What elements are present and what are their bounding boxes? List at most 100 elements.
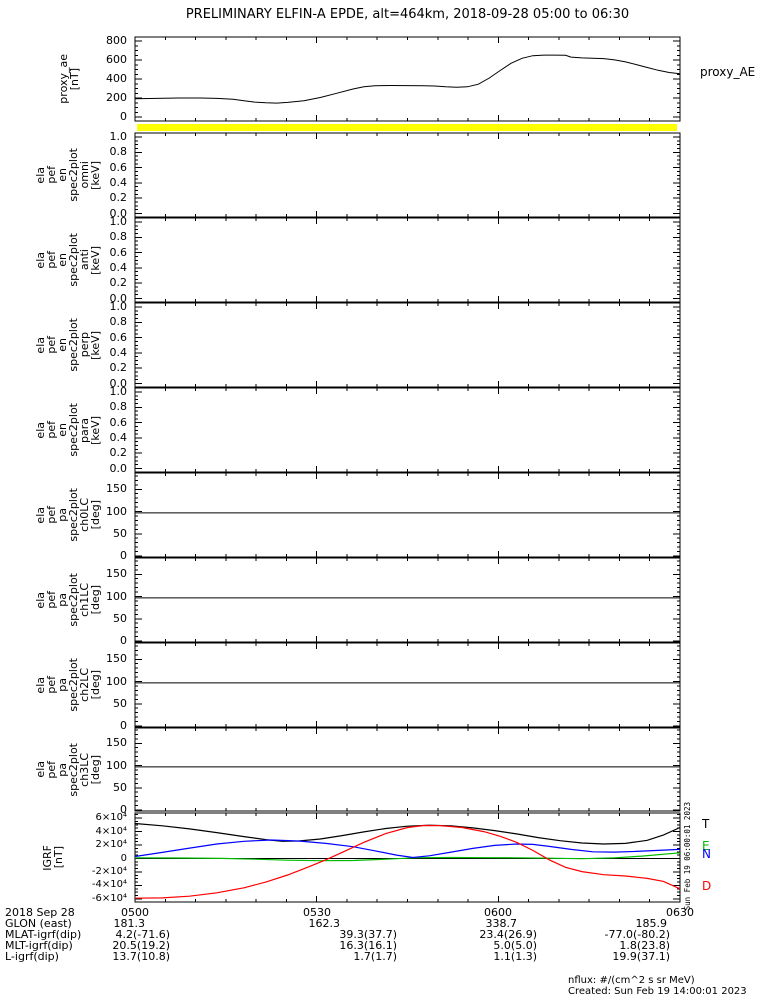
legend-igrf-d: D [702,879,712,893]
y-tick-label: -2×10⁴ [91,866,127,877]
footer-value: 19.9(37.1) [612,950,670,963]
y-tick-label: 0.0 [109,462,128,475]
y-tick-label: 0.0 [109,377,128,390]
panel-box-ela_pef_pa_spec2plot_ch1LC [134,557,681,643]
y-axis-label: [deg] [89,500,102,530]
footer-value: 4.2(-71.6) [115,928,170,941]
legend-igrf-n: N [702,847,711,861]
y-tick-label: 200 [106,91,127,104]
y-tick-label: 150 [106,736,127,749]
y-tick-label: 100 [106,590,127,603]
y-tick-label: 0.8 [109,145,128,158]
y-tick-label: 800 [106,34,127,47]
y-axis-label: [keV] [89,330,102,360]
fast-science-bar [137,124,677,131]
footer-value: 23.4(26.9) [479,928,537,941]
y-tick-label: 0.2 [109,361,128,374]
y-tick-label: 0.4 [109,431,128,444]
footer-value: 13.7(10.8) [112,950,170,963]
y-axis-label: [nT] [68,67,81,91]
y-tick-label: 0.4 [109,176,128,189]
legend-proxy-ae: proxy_AE [700,65,756,79]
igrf-T-line [134,822,681,845]
y-tick-label: 0.8 [109,315,128,328]
y-tick-label: 0.6 [109,246,128,259]
created-timestamp: Created: Sun Feb 19 14:00:01 2023 [568,986,747,997]
footer-value: 1.1(1.3) [493,950,537,963]
x-axis-time-label: 0630 [666,906,694,919]
y-tick-label: 0.0 [109,292,128,305]
y-tick-label: 400 [106,72,127,85]
y-tick-label: 6×10⁴ [95,812,127,823]
footer-value: 181.3 [113,917,146,930]
creation-watermark-vertical: Sun Feb 19 06:00:01 2023 [683,801,692,911]
footer-value: 1.8(23.8) [619,939,670,952]
y-axis-label: [deg] [89,754,102,785]
x-axis-time-label: 0500 [121,906,149,919]
proxy-ae-line [134,54,681,104]
y-tick-label: -4×10⁴ [91,879,127,890]
y-tick-label: 0 [120,549,127,562]
igrf-N-line [134,839,681,859]
y-tick-label: 1.0 [109,385,128,398]
footer-value: 20.5(19.2) [112,939,170,952]
y-tick-label: 0.2 [109,191,128,204]
y-tick-label: 0 [120,719,127,732]
footer-value: 185.9 [635,917,668,930]
y-tick-label: 4×10⁴ [95,826,127,837]
y-tick-label: 0.6 [109,416,128,429]
x-axis-time-label: 0600 [484,906,512,919]
panel-box-ela_pef_en_spec2plot_omni [134,132,681,218]
footer-value: 39.3(37.7) [339,928,397,941]
y-tick-label: 0.6 [109,161,128,174]
footer-value: 338.7 [485,917,518,930]
y-tick-label: 0 [120,634,127,647]
y-tick-label: 150 [106,567,127,580]
plot-title: PRELIMINARY ELFIN-A EPDE, alt=464km, 201… [185,7,630,22]
y-tick-label: 0 [120,803,127,816]
y-tick-label: 100 [106,505,127,518]
y-tick-label: -6×10⁴ [91,893,127,904]
footer-row-label: 2018 Sep 28 [5,906,75,919]
panel-box-ela_pef_en_spec2plot_perp [134,302,681,388]
y-axis-label: [nT] [52,846,65,869]
y-tick-label: 0.2 [109,276,128,289]
y-axis-label: [deg] [89,670,102,700]
footer-row-label: MLAT-igrf(dip) [5,928,82,941]
legend-igrf-e: E [702,839,710,853]
y-tick-label: 0.2 [109,446,128,459]
nflux-units-note: nflux: #/(cm^2 s sr MeV) [568,975,695,986]
y-axis-label: [keV] [89,160,102,190]
y-tick-label: 2×10⁴ [95,839,127,850]
y-tick-label: 0 [120,110,127,123]
y-axis-label: [deg] [89,585,102,615]
y-tick-label: 150 [106,482,127,495]
y-tick-label: 50 [113,612,127,625]
y-tick-label: 150 [106,652,127,665]
y-tick-label: 600 [106,53,127,66]
y-axis-label: [keV] [89,415,102,445]
igrf-D-line [134,824,681,899]
panel-box-ela_pef_pa_spec2plot_ch2LC [134,642,681,728]
x-axis-time-label: 0530 [303,906,331,919]
y-tick-label: 100 [106,675,127,688]
y-tick-label: 50 [113,697,127,710]
y-tick-label: 1.0 [109,300,128,313]
legend-igrf-t: T [702,817,710,831]
footer-value: 1.7(1.7) [353,950,397,963]
footer-value: 16.3(16.1) [339,939,397,952]
panel-box-proxy_ae [134,36,681,122]
footer-row-label: L-igrf(dip) [5,950,59,963]
y-tick-label: 1.0 [109,130,128,143]
y-tick-label: 0.6 [109,331,128,344]
panel-box-ela_pef_pa_spec2plot_ch0LC [134,472,681,558]
footer-value: 5.0(5.0) [493,939,537,952]
y-tick-label: 100 [106,759,127,772]
y-tick-label: 50 [113,527,127,540]
panel-box-ela_pef_en_spec2plot_anti [134,217,681,303]
y-tick-label: 0 [120,853,127,864]
y-tick-label: 0.4 [109,261,128,274]
footer-row-label: MLT-igrf(dip) [5,939,73,952]
